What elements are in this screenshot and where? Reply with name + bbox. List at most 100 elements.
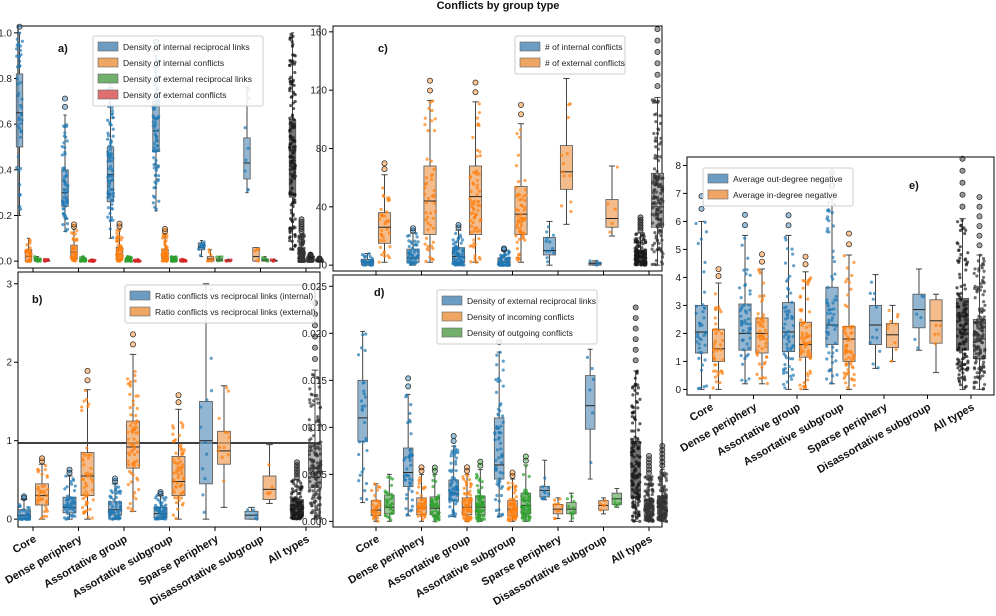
- data-point: [426, 244, 430, 248]
- data-point: [456, 251, 460, 256]
- box-b-orange-6: [307, 300, 323, 520]
- data-point: [408, 411, 412, 416]
- data-point: [66, 183, 70, 187]
- data-point: [425, 157, 429, 161]
- ytick-label: 80: [316, 144, 328, 155]
- data-point: [480, 485, 484, 490]
- data-point: [801, 334, 805, 338]
- data-point: [474, 169, 479, 173]
- ytick-label: 0.8: [0, 74, 12, 85]
- data-point: [520, 231, 525, 235]
- data-point: [479, 218, 483, 222]
- data-point: [412, 250, 416, 254]
- data-point: [501, 420, 505, 424]
- data-point: [963, 347, 968, 351]
- data-point: [748, 322, 752, 326]
- data-point: [613, 501, 617, 505]
- data-point: [482, 508, 486, 513]
- data-point: [153, 180, 157, 184]
- box-a-orange-4: [206, 248, 215, 263]
- data-point: [962, 324, 966, 329]
- outlier-point: [312, 333, 318, 340]
- outlier-point: [715, 266, 722, 273]
- data-point: [312, 501, 316, 505]
- data-point: [790, 357, 795, 361]
- data-point: [508, 485, 512, 489]
- data-point: [470, 224, 474, 228]
- data-point: [832, 298, 837, 302]
- data-point: [116, 511, 120, 515]
- data-point: [786, 277, 790, 281]
- data-point: [65, 485, 69, 489]
- legend-label: Ratio conflicts vs reciprocal links (int…: [155, 291, 313, 301]
- data-point: [876, 366, 880, 370]
- data-point: [713, 375, 717, 379]
- data-point: [634, 245, 638, 249]
- data-point: [160, 501, 164, 505]
- data-point: [469, 260, 473, 264]
- data-point: [739, 354, 743, 358]
- box-c-orange-4: [559, 78, 574, 225]
- data-point: [179, 421, 183, 425]
- data-point: [790, 317, 794, 321]
- box-d-orange-0: [370, 482, 382, 523]
- data-point: [174, 485, 178, 489]
- data-point: [764, 341, 768, 345]
- box-d-green-3: [519, 453, 532, 523]
- xtick-label: All types: [266, 533, 312, 566]
- data-point: [632, 519, 636, 523]
- data-point: [72, 496, 76, 500]
- data-point: [109, 174, 113, 178]
- data-point: [154, 147, 158, 152]
- box-d-blue-1: [402, 375, 414, 517]
- data-point: [378, 245, 383, 249]
- data-point: [959, 253, 963, 257]
- data-point: [595, 259, 599, 263]
- data-point: [755, 372, 759, 376]
- data-point: [217, 445, 222, 449]
- data-point: [652, 167, 657, 171]
- ytick-label: 0.0: [0, 257, 12, 268]
- data-point: [507, 511, 511, 515]
- data-point: [368, 255, 372, 259]
- ytick-label: 0: [675, 385, 681, 396]
- data-point: [657, 483, 661, 487]
- data-point: [81, 259, 85, 263]
- box-b-orange-4: [216, 385, 231, 508]
- data-point: [308, 387, 312, 391]
- data-point: [308, 479, 312, 484]
- data-point: [514, 234, 518, 238]
- data-point: [110, 202, 114, 207]
- data-point: [571, 506, 575, 510]
- data-point: [386, 475, 390, 479]
- data-point: [115, 516, 119, 520]
- data-point: [495, 482, 499, 486]
- data-point: [373, 493, 377, 498]
- data-point: [505, 257, 509, 261]
- data-point: [64, 135, 68, 139]
- data-point: [523, 216, 527, 220]
- data-point: [310, 484, 315, 488]
- outlier-point: [16, 23, 23, 30]
- data-point: [765, 338, 769, 342]
- data-point: [493, 438, 497, 442]
- data-point: [423, 192, 427, 196]
- data-point: [664, 507, 668, 512]
- data-point: [475, 148, 480, 152]
- data-point: [128, 392, 132, 396]
- outlier-point: [381, 166, 388, 173]
- data-point: [790, 300, 794, 304]
- data-point: [658, 224, 662, 228]
- data-point: [362, 392, 366, 396]
- data-point: [63, 152, 67, 156]
- outlier-point: [959, 155, 966, 162]
- data-point: [785, 380, 789, 384]
- data-point: [118, 516, 122, 520]
- data-point: [650, 506, 654, 510]
- data-point: [18, 103, 23, 108]
- data-point: [112, 516, 116, 520]
- outlier-point: [21, 495, 27, 501]
- outlier-point: [501, 245, 507, 252]
- data-point: [798, 357, 802, 362]
- data-point: [783, 309, 788, 313]
